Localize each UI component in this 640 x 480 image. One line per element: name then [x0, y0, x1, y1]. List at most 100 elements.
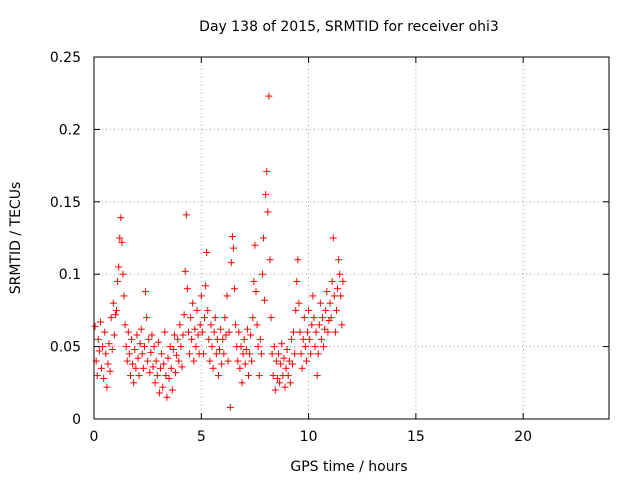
data-point: [284, 372, 292, 380]
data-point: [204, 306, 212, 314]
x-tick-label: 15: [407, 429, 425, 445]
data-point: [255, 372, 263, 380]
data-point: [336, 270, 344, 278]
data-point: [220, 350, 228, 358]
data-point: [258, 270, 266, 278]
data-point: [180, 311, 188, 319]
data-point: [146, 369, 154, 377]
data-point: [189, 299, 197, 307]
data-point: [130, 379, 138, 387]
data-point: [307, 350, 315, 358]
data-point: [155, 389, 163, 397]
y-tick-label: 0.1: [59, 267, 81, 283]
data-point: [287, 335, 295, 343]
data-point: [98, 364, 106, 372]
data-point: [339, 277, 347, 285]
data-point: [283, 345, 291, 353]
y-tick-label: 0.15: [50, 195, 81, 211]
data-point: [315, 321, 323, 329]
data-point: [295, 299, 303, 307]
data-point: [245, 372, 252, 380]
data-point: [144, 357, 152, 365]
data-point: [304, 328, 312, 336]
data-point: [306, 335, 314, 343]
data-point: [297, 350, 305, 358]
data-point: [197, 292, 205, 300]
data-point: [166, 343, 174, 351]
data-point: [137, 325, 145, 333]
data-point: [249, 314, 257, 322]
data-point: [319, 314, 327, 322]
data-point: [242, 345, 250, 353]
data-point: [158, 350, 166, 358]
data-point: [235, 328, 243, 336]
data-point: [161, 328, 169, 336]
y-tick-label: 0: [72, 412, 81, 428]
data-point: [320, 343, 328, 351]
data-point: [269, 372, 277, 380]
data-point: [293, 277, 301, 285]
data-point: [241, 360, 249, 368]
data-point: [227, 259, 235, 267]
data-points: [91, 92, 347, 411]
data-point: [182, 211, 190, 219]
data-point: [217, 325, 225, 333]
data-point: [236, 364, 244, 372]
data-point: [261, 296, 269, 304]
data-point: [252, 288, 260, 296]
data-point: [165, 374, 173, 382]
data-point: [330, 292, 338, 300]
grid-lines: [94, 57, 609, 419]
data-point: [228, 233, 236, 241]
y-tick-label: 0.2: [59, 122, 81, 138]
data-point: [223, 292, 231, 300]
data-point: [299, 335, 307, 343]
data-point: [317, 335, 325, 343]
data-point: [314, 350, 322, 358]
axis-ticks: [93, 56, 609, 420]
data-point: [239, 350, 247, 358]
data-point: [164, 354, 172, 362]
data-point: [273, 374, 281, 382]
data-point: [257, 350, 265, 358]
data-point: [260, 234, 268, 242]
data-point: [111, 311, 119, 319]
data-point: [194, 331, 202, 339]
data-point: [276, 379, 284, 387]
data-point: [243, 325, 251, 333]
data-point: [331, 328, 339, 336]
data-point: [102, 350, 110, 358]
data-point: [265, 92, 273, 100]
data-point: [323, 288, 331, 296]
data-point: [290, 328, 298, 336]
data-point: [246, 350, 254, 358]
data-point: [301, 343, 309, 351]
data-point: [128, 335, 136, 343]
data-point: [206, 357, 214, 365]
data-point: [163, 393, 171, 401]
data-point: [131, 345, 139, 353]
data-point: [207, 321, 215, 329]
data-point: [272, 357, 280, 365]
data-point: [309, 292, 317, 300]
data-point: [268, 350, 276, 358]
data-point: [313, 372, 321, 380]
data-point: [143, 314, 151, 322]
data-point: [199, 350, 207, 358]
data-point: [335, 256, 343, 264]
data-point: [338, 321, 346, 329]
data-point: [142, 288, 149, 296]
data-point: [211, 314, 219, 322]
data-point: [240, 335, 248, 343]
data-point: [191, 325, 199, 333]
data-point: [129, 360, 137, 368]
data-point: [316, 299, 324, 307]
data-point: [120, 292, 128, 300]
chart-title: Day 138 of 2015, SRMTID for receiver ohi…: [199, 19, 499, 35]
data-point: [109, 299, 117, 307]
data-point: [162, 372, 170, 380]
data-point: [149, 363, 157, 371]
data-point: [154, 338, 162, 346]
data-point: [94, 335, 102, 343]
data-point: [132, 364, 140, 372]
